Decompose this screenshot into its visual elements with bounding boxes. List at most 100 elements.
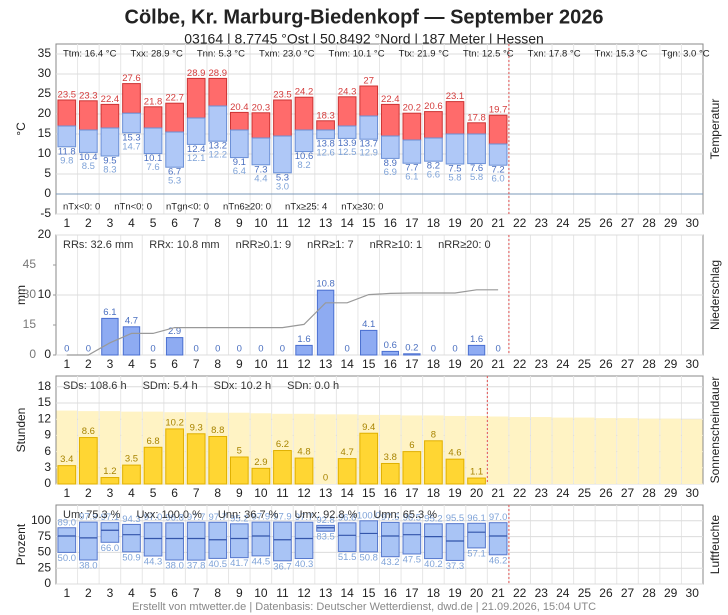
range-bar — [380, 521, 400, 558]
x-tick-label: 23 — [535, 216, 549, 230]
tmax-bar — [467, 122, 486, 135]
value-label: 1.6 — [470, 334, 483, 345]
tgmin-label: 7.6 — [146, 162, 159, 173]
x-tick-label: 4 — [128, 357, 135, 371]
stat: Unn: 36.7 % — [218, 509, 279, 521]
range-bar — [488, 522, 508, 556]
y-tick-label: 5 — [44, 166, 51, 180]
x-tick-label: 2 — [85, 357, 92, 371]
value-label: 4.8 — [297, 447, 310, 458]
range-bar — [251, 521, 271, 557]
x-tick-label: 16 — [384, 216, 398, 230]
tmin-bar — [186, 117, 206, 145]
min-label: 37.8 — [187, 561, 206, 572]
tmax-bar — [337, 96, 357, 127]
max-label: 96.5 — [403, 513, 422, 524]
tmax-label: 23.1 — [446, 91, 465, 102]
stat: SDs: 108.6 h — [63, 380, 127, 392]
range-bar — [186, 521, 206, 561]
stat: RRs: 32.6 mm — [63, 239, 133, 251]
tmax-label: 17.8 — [467, 112, 486, 123]
max-label: 95.5 — [446, 513, 465, 524]
tmin-bar — [208, 105, 228, 142]
tmax-label: 28.9 — [209, 68, 228, 79]
y-tick-label: 100 — [31, 513, 51, 527]
max-label: 100.0 — [357, 510, 381, 521]
tmax-bar — [359, 85, 379, 117]
x-tick-label: 15 — [362, 216, 376, 230]
range-bar — [445, 523, 465, 561]
x-tick-label: 25 — [578, 216, 592, 230]
x-tick-label: 17 — [405, 216, 419, 230]
tmax-label: 20.3 — [252, 102, 271, 113]
tmin-bar — [57, 125, 77, 148]
tmax-label: 20.2 — [403, 103, 422, 114]
value-label: 6.2 — [276, 439, 289, 450]
x-tick-label: 23 — [535, 357, 549, 371]
max-label: 97.1 — [101, 512, 120, 523]
stat: Ttx: 21.9 °C — [399, 49, 449, 60]
bar — [337, 458, 357, 485]
tmin-bar — [488, 143, 508, 166]
y-tick-label: 15 — [38, 126, 52, 140]
x-tick-label: 6 — [171, 357, 178, 371]
x-tick-label: 14 — [340, 586, 354, 600]
max-label: 97.5 — [381, 512, 400, 523]
range-bar — [294, 521, 314, 560]
value-label: 6 — [409, 440, 414, 451]
x-tick-label: 3 — [107, 486, 114, 500]
value-label: 0 — [64, 344, 69, 355]
min-label: 66.0 — [101, 543, 120, 554]
value-label: 10.8 — [316, 279, 335, 290]
x-tick-label: 20 — [470, 486, 484, 500]
value-label: 3.4 — [60, 454, 73, 465]
bar — [359, 432, 379, 485]
x-tick-label: 5 — [150, 216, 157, 230]
tgmin-label: 6.1 — [405, 172, 418, 183]
tmax-bar — [229, 111, 249, 131]
x-tick-label: 26 — [599, 357, 613, 371]
min-label: 38.0 — [79, 560, 98, 571]
value-label: 6.8 — [146, 436, 159, 447]
x-tick-label: 3 — [107, 216, 114, 230]
x-tick-label: 10 — [254, 586, 268, 600]
x-tick-label: 18 — [427, 216, 441, 230]
possible-bar — [595, 418, 617, 484]
x-tick-label: 30 — [686, 216, 700, 230]
tmin-bar — [445, 133, 465, 165]
possible-bar — [552, 417, 574, 484]
x-tick-label: 5 — [150, 486, 157, 500]
stat: nRR≥20: 0 — [438, 239, 491, 251]
x-tick-label: 22 — [513, 486, 527, 500]
panel-label: Niederschlag — [708, 260, 722, 330]
bar — [380, 462, 400, 485]
x-tick-label: 25 — [578, 486, 592, 500]
x-tick-label: 13 — [319, 357, 333, 371]
tmin-label: 9.5 — [103, 156, 116, 167]
value-label: 8.6 — [82, 426, 95, 437]
x-tick-label: 10 — [254, 486, 268, 500]
x-tick-label: 3 — [107, 586, 114, 600]
tgmin-label: 12.9 — [359, 148, 378, 159]
tmax-bar — [273, 99, 292, 137]
value-label: 4.6 — [448, 448, 461, 459]
max-label: 95.2 — [424, 513, 443, 524]
min-label: 41.7 — [230, 558, 249, 569]
tmin-label: 10.6 — [295, 151, 314, 162]
x-tick-label: 9 — [236, 216, 243, 230]
y-tick-label: 0 — [44, 576, 51, 590]
tmin-label: 7.3 — [254, 164, 267, 175]
range-bar — [143, 522, 163, 557]
bar — [316, 289, 335, 356]
tmax-bar — [57, 99, 77, 127]
x-tick-label: 18 — [427, 486, 441, 500]
x-tick-label: 27 — [621, 216, 635, 230]
tmin-label: 11.8 — [58, 146, 76, 157]
possible-bar — [509, 417, 530, 484]
x-tick-label: 11 — [276, 586, 289, 600]
value-label: 0 — [194, 344, 199, 355]
x-tick-label: 2 — [85, 216, 92, 230]
x-tick-label: 22 — [513, 216, 527, 230]
x-tick-label: 24 — [556, 357, 570, 371]
